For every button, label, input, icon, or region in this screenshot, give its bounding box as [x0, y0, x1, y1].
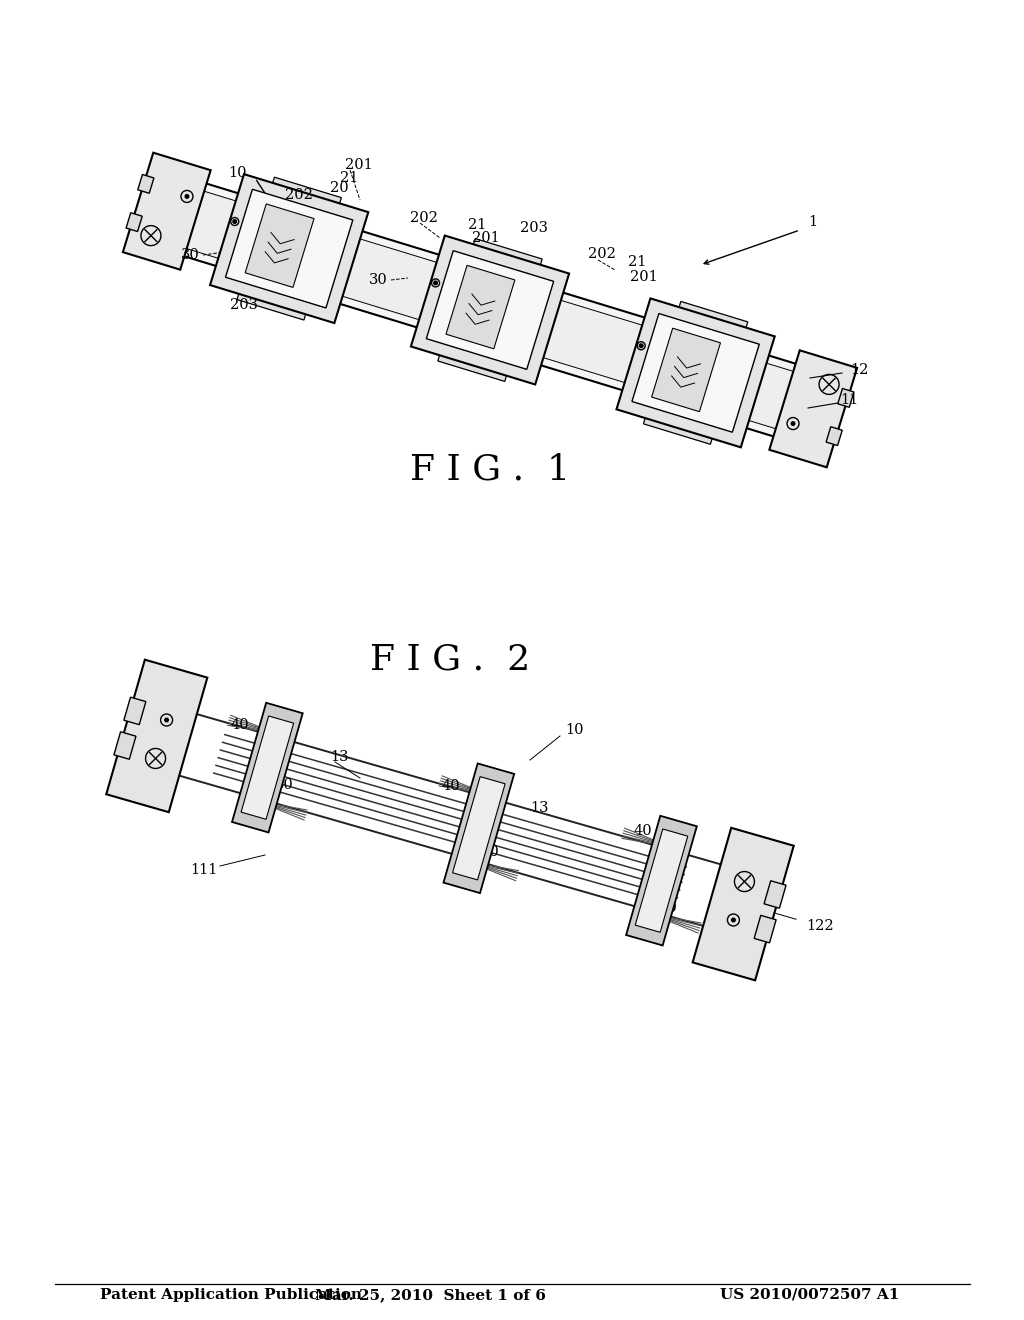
Text: 201: 201	[345, 158, 373, 172]
Text: 30: 30	[658, 900, 678, 915]
Polygon shape	[438, 334, 513, 381]
Text: 30: 30	[370, 273, 388, 286]
Polygon shape	[446, 265, 515, 348]
Polygon shape	[467, 239, 542, 286]
Polygon shape	[114, 731, 136, 759]
Text: 21: 21	[468, 218, 486, 232]
Polygon shape	[643, 397, 719, 445]
Polygon shape	[245, 205, 314, 288]
Polygon shape	[426, 251, 554, 370]
Text: 111: 111	[190, 863, 218, 876]
Text: 112: 112	[258, 719, 286, 733]
Text: 122: 122	[806, 919, 834, 933]
Polygon shape	[826, 426, 842, 446]
Polygon shape	[769, 350, 857, 467]
Text: US 2010/0072507 A1: US 2010/0072507 A1	[720, 1288, 899, 1302]
Text: 201: 201	[630, 271, 657, 284]
Text: Patent Application Publication: Patent Application Publication	[100, 1288, 362, 1302]
Circle shape	[639, 345, 643, 347]
Polygon shape	[635, 829, 688, 932]
Text: 201: 201	[472, 231, 500, 246]
Text: 11: 11	[840, 393, 858, 407]
Polygon shape	[173, 180, 807, 440]
Text: 202: 202	[285, 187, 313, 202]
Text: 203: 203	[230, 298, 258, 312]
Text: 203: 203	[520, 220, 548, 235]
Circle shape	[434, 281, 437, 285]
Polygon shape	[106, 660, 207, 812]
Text: 13: 13	[330, 750, 348, 764]
Circle shape	[185, 194, 188, 198]
Text: F I G .  1: F I G . 1	[410, 453, 570, 487]
Polygon shape	[411, 235, 569, 384]
Text: 30: 30	[274, 777, 294, 792]
Text: 20: 20	[330, 181, 348, 195]
Text: 1: 1	[808, 215, 817, 228]
Text: 21: 21	[628, 255, 646, 269]
Text: 40: 40	[230, 718, 249, 733]
Text: F I G .  2: F I G . 2	[370, 643, 530, 677]
Polygon shape	[225, 189, 353, 308]
Circle shape	[792, 422, 795, 425]
Polygon shape	[210, 174, 369, 323]
Polygon shape	[754, 915, 776, 942]
Polygon shape	[266, 177, 341, 224]
Text: 30: 30	[480, 845, 500, 859]
Polygon shape	[138, 174, 154, 193]
Text: 12: 12	[850, 363, 868, 378]
Text: 121: 121	[475, 809, 503, 824]
Polygon shape	[124, 697, 145, 725]
Polygon shape	[673, 301, 748, 348]
Polygon shape	[443, 763, 514, 894]
Circle shape	[731, 919, 735, 921]
Text: 202: 202	[410, 211, 438, 224]
Polygon shape	[241, 715, 294, 820]
Polygon shape	[123, 153, 211, 269]
Polygon shape	[232, 702, 303, 833]
Polygon shape	[651, 329, 721, 412]
Polygon shape	[453, 776, 505, 880]
Polygon shape	[177, 189, 803, 432]
Circle shape	[232, 219, 237, 223]
Circle shape	[165, 718, 168, 722]
Text: 202: 202	[588, 247, 615, 261]
Text: 30: 30	[519, 308, 538, 322]
Polygon shape	[692, 828, 794, 981]
Polygon shape	[838, 388, 854, 408]
Polygon shape	[126, 213, 142, 231]
Polygon shape	[616, 298, 775, 447]
Polygon shape	[237, 273, 312, 319]
Polygon shape	[632, 314, 759, 432]
Text: 21: 21	[340, 172, 358, 185]
Polygon shape	[626, 816, 696, 945]
Polygon shape	[764, 880, 786, 908]
Text: 40: 40	[634, 824, 652, 838]
Text: 10: 10	[565, 723, 584, 737]
Text: 13: 13	[530, 801, 549, 814]
Text: Mar. 25, 2010  Sheet 1 of 6: Mar. 25, 2010 Sheet 1 of 6	[314, 1288, 546, 1302]
Text: 10: 10	[228, 166, 247, 180]
Text: 40: 40	[441, 779, 461, 793]
Text: 30: 30	[181, 248, 200, 261]
